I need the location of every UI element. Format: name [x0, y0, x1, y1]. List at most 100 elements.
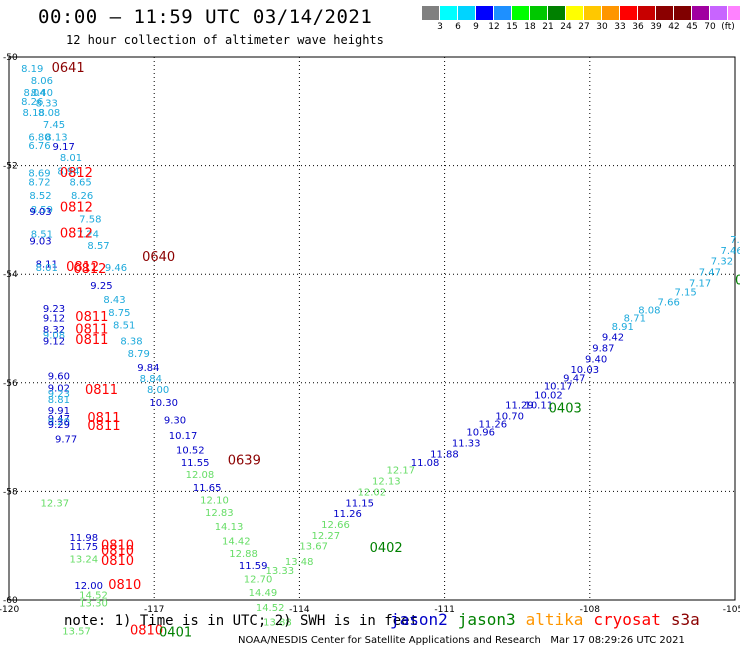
time-label: 0403 — [549, 401, 582, 416]
wave-height-label: 8.26 — [21, 97, 43, 108]
wave-height-label: 9.40 — [585, 354, 607, 365]
time-label: 0401 — [159, 626, 192, 641]
time-label: 0812 — [60, 226, 93, 241]
wave-height-label: 8.43 — [103, 295, 125, 306]
wave-height-label: 11.88 — [430, 449, 459, 460]
time-label: 0 — [735, 274, 740, 289]
wave-height-label: 9.30 — [164, 416, 186, 427]
wave-height-label: 12.08 — [186, 470, 215, 481]
wave-height-label: 9.47 — [48, 414, 70, 425]
measurement-labels: 8.198.068.048.408.268.338.188.087.456.80… — [21, 61, 740, 641]
wave-height-label: 9.29 — [48, 420, 70, 431]
wave-height-label: 8.11 — [36, 259, 58, 270]
wave-height-label: 10.30 — [149, 398, 178, 409]
wave-height-label: 10.17 — [169, 431, 198, 442]
wave-height-label: 7.47 — [699, 267, 721, 278]
wave-height-label: 12.88 — [229, 549, 258, 560]
wave-height-label: 8.06 — [31, 76, 53, 87]
wave-height-label: 7.66 — [658, 297, 680, 308]
lon-tick-label: -111 — [434, 605, 454, 615]
wave-height-label: 14.49 — [249, 588, 278, 599]
wave-height-label: 7.45 — [43, 120, 65, 131]
lat-tick-label: -60 — [3, 596, 18, 606]
colorbar-swatch — [530, 6, 548, 20]
wave-height-label: 12.10 — [200, 496, 229, 507]
colorbar-label: 21 — [542, 22, 554, 32]
wave-height-label: 8.13 — [45, 132, 67, 143]
wave-height-label: 9.03 — [29, 207, 51, 218]
wave-height-label: 9.12 — [43, 336, 65, 347]
wave-height-label: 10.03 — [570, 365, 599, 376]
legend-cryosat: cryosat — [593, 610, 661, 629]
wave-height-label: 7.24 — [77, 229, 99, 240]
wave-height-label: 12.83 — [205, 508, 234, 519]
wave-height-label: 12.00 — [74, 581, 103, 592]
wave-height-label: 10.52 — [176, 446, 205, 457]
time-label: 0811 — [87, 411, 120, 426]
colorbar-label: 45 — [686, 22, 698, 32]
wave-height-label: 10.70 — [495, 411, 524, 422]
wave-height-label: 8.91 — [612, 322, 634, 333]
time-label: 0640 — [142, 250, 175, 265]
wave-height-label: 11.15 — [345, 498, 374, 509]
time-label: 0812 — [73, 262, 106, 277]
wave-height-label: 10.96 — [466, 428, 495, 439]
wave-height-label: 11.26 — [333, 509, 362, 520]
colorbar-label: 18 — [524, 22, 536, 32]
colorbar-swatch — [548, 6, 566, 20]
colorbar-swatch — [422, 6, 440, 20]
wave-height-label: 13.24 — [70, 555, 99, 566]
wave-height-label: 12.70 — [244, 574, 273, 585]
colorbar-label: 36 — [632, 22, 644, 32]
wave-height-label: 7.15 — [675, 288, 697, 299]
wave-height-label: 8.59 — [31, 205, 53, 216]
colorbar — [422, 6, 740, 20]
wave-height-label: 8.79 — [128, 349, 150, 360]
wave-height-label: 9.12 — [43, 314, 65, 325]
wave-height-label: 8.08 — [38, 108, 60, 119]
wave-height-label: 13.57 — [62, 626, 91, 637]
wave-height-label: 9.08 — [43, 330, 65, 341]
chart-title: 00:00 — 11:59 UTC 03/14/2021 — [38, 6, 373, 28]
legend-s3a: s3a — [670, 610, 700, 629]
lon-tick-label: -117 — [144, 605, 164, 615]
colorbar-label: 39 — [650, 22, 662, 32]
units-note: note: 1) Time is in UTC; 2) SWH is in fe… — [64, 613, 419, 629]
wave-height-label: 11.33 — [452, 439, 481, 450]
wave-height-label: 7.4 — [730, 235, 740, 246]
wave-height-label: 9.91 — [48, 406, 70, 417]
wave-height-label: 9.23 — [48, 389, 70, 400]
legend-jason3: jason3 — [457, 610, 516, 629]
wave-height-label: 11.29 — [505, 401, 534, 412]
lon-tick-label: -108 — [580, 605, 601, 615]
wave-height-label: 12.66 — [321, 520, 350, 531]
colorbar-swatch — [710, 6, 728, 20]
colorbar-label: 33 — [614, 22, 626, 32]
wave-height-label: 11.98 — [70, 533, 99, 544]
wave-height-label: 8.72 — [28, 177, 50, 188]
colorbar-swatch — [656, 6, 674, 20]
colorbar-swatch — [602, 6, 620, 20]
lat-tick-label: -54 — [3, 270, 18, 280]
wave-height-label: 11.75 — [70, 542, 99, 553]
wave-height-label: 8.04 — [24, 88, 46, 99]
wave-height-label: 14.42 — [222, 536, 251, 547]
wave-height-label: 11.65 — [193, 483, 222, 494]
wave-height-label: 9.02 — [48, 384, 70, 395]
wave-height-label: 8.69 — [28, 169, 50, 180]
colorbar-swatch — [728, 6, 740, 20]
wave-height-label: 8.08 — [638, 305, 660, 316]
wave-height-label: 14.13 — [215, 522, 244, 533]
wave-height-label: 13.48 — [285, 557, 314, 568]
colorbar-label: 70 — [704, 22, 716, 32]
wave-height-label: 8.51 — [31, 229, 53, 240]
wave-height-label: 9.25 — [90, 281, 112, 292]
map-frame — [8, 56, 736, 601]
time-label: 0812 — [66, 260, 99, 275]
wave-height-label: 8.51 — [113, 321, 135, 332]
time-label: 0812 — [60, 166, 93, 181]
wave-height-label: 7.32 — [711, 257, 733, 268]
wave-height-label: 8.81 — [48, 395, 70, 406]
wave-height-label: 7.58 — [79, 214, 101, 225]
